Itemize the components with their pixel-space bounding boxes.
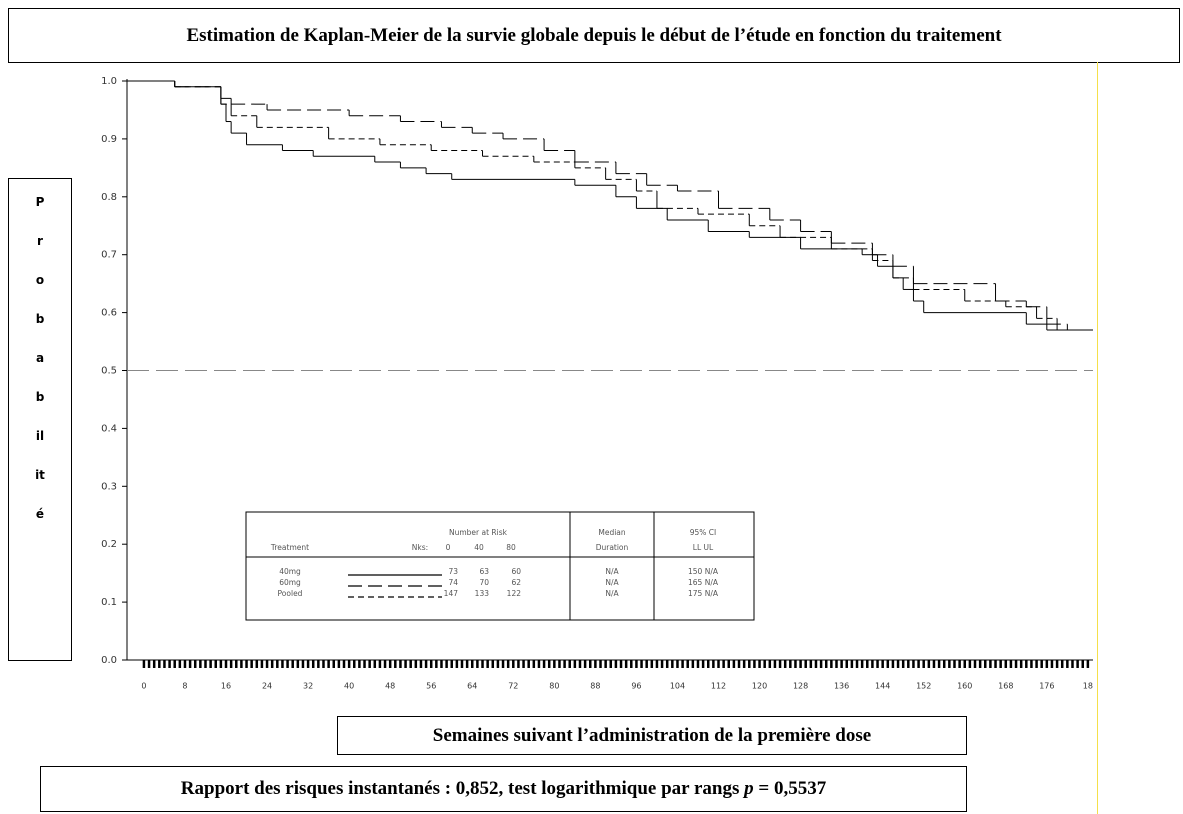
risk-table-ci: 165 N/A xyxy=(688,578,719,587)
y-tick-label: 0.8 xyxy=(101,192,117,203)
y-tick-label: 0.9 xyxy=(101,134,117,145)
x-tick-label: 144 xyxy=(875,682,890,691)
y-tick-label: 0.2 xyxy=(101,539,117,550)
x-tick-label: 136 xyxy=(834,682,849,691)
y-tick-label: 0.6 xyxy=(101,308,117,319)
risk-table-header: Median xyxy=(598,528,626,537)
risk-table-median: N/A xyxy=(605,578,619,587)
x-tick-label: 88 xyxy=(590,682,600,691)
x-tick-label: 32 xyxy=(303,682,313,691)
y-tick-label: 0.1 xyxy=(101,597,117,608)
x-tick-label: 48 xyxy=(385,682,395,691)
x-tick-label: 16 xyxy=(221,682,231,691)
y-axis-label: Probabilité xyxy=(35,195,45,521)
x-tick-label: 112 xyxy=(711,682,726,691)
x-tick-label: 96 xyxy=(631,682,641,691)
footnote: Rapport des risques instantanés : 0,852,… xyxy=(40,766,967,812)
x-tick-label: 104 xyxy=(670,682,685,691)
risk-table-header: Nks: xyxy=(412,543,428,552)
x-tick-label: 64 xyxy=(467,682,477,691)
x-tick-label: 176 xyxy=(1039,682,1054,691)
risk-table-treatment: 60mg xyxy=(279,578,301,587)
x-tick-label: 8 xyxy=(182,682,187,691)
y-tick-label: 0.7 xyxy=(101,250,117,261)
x-axis-label: Semaines suivant l’administration de la … xyxy=(337,716,967,755)
footnote-p: p xyxy=(744,778,754,799)
footnote-text: = 0,5537 xyxy=(753,778,827,799)
y-axis-label-box: Probabilité xyxy=(8,178,72,661)
x-tick-label: 24 xyxy=(262,682,272,691)
x-tick-label: 40 xyxy=(344,682,354,691)
page-edge-line xyxy=(1097,62,1098,814)
risk-table-count: 73 xyxy=(448,567,458,576)
risk-table-count: 122 xyxy=(507,589,522,598)
risk-table-treatment: Pooled xyxy=(278,589,303,598)
x-tick-label: 72 xyxy=(508,682,518,691)
risk-table-count: 63 xyxy=(479,567,489,576)
risk-table-ci: 175 N/A xyxy=(688,589,719,598)
risk-table-ci: 150 N/A xyxy=(688,567,719,576)
risk-table-header: 80 xyxy=(506,543,516,552)
y-tick-label: 0.0 xyxy=(101,655,117,666)
x-tick-label: 120 xyxy=(752,682,767,691)
risk-table-count: 62 xyxy=(511,578,521,587)
risk-table-header: LL UL xyxy=(693,543,714,552)
risk-table-count: 133 xyxy=(475,589,490,598)
risk-table-treatment: 40mg xyxy=(279,567,301,576)
risk-table-header: Duration xyxy=(596,543,629,552)
footnote-text: Rapport des risques instantanés : 0,852,… xyxy=(180,778,745,799)
risk-table-count: 74 xyxy=(448,578,458,587)
risk-table-header: Number at Risk xyxy=(449,528,508,537)
x-tick-label: 152 xyxy=(916,682,931,691)
y-tick-label: 0.4 xyxy=(101,423,117,434)
risk-table-count: 60 xyxy=(511,567,521,576)
x-tick-label: 0 xyxy=(141,682,146,691)
y-tick-label: 0.5 xyxy=(101,366,117,377)
risk-table-count: 70 xyxy=(479,578,489,587)
x-tick-label: 128 xyxy=(793,682,808,691)
risk-table-box xyxy=(245,511,755,621)
x-tick-label: 80 xyxy=(549,682,559,691)
risk-table-count: 147 xyxy=(444,589,459,598)
risk-table-header: Treatment xyxy=(270,543,309,552)
x-tick-label: 168 xyxy=(998,682,1013,691)
risk-table-median: N/A xyxy=(605,567,619,576)
risk-table-header: 95% CI xyxy=(690,528,717,537)
y-tick-label: 0.3 xyxy=(101,481,117,492)
x-tick-label: 18 xyxy=(1083,682,1093,691)
risk-table-header: 0 xyxy=(446,543,451,552)
y-tick-label: 1.0 xyxy=(101,76,117,87)
x-tick-label: 160 xyxy=(957,682,972,691)
x-tick-label: 56 xyxy=(426,682,436,691)
risk-table-median: N/A xyxy=(605,589,619,598)
chart-title: Estimation de Kaplan-Meier de la survie … xyxy=(8,8,1180,63)
risk-table-header: 40 xyxy=(474,543,484,552)
